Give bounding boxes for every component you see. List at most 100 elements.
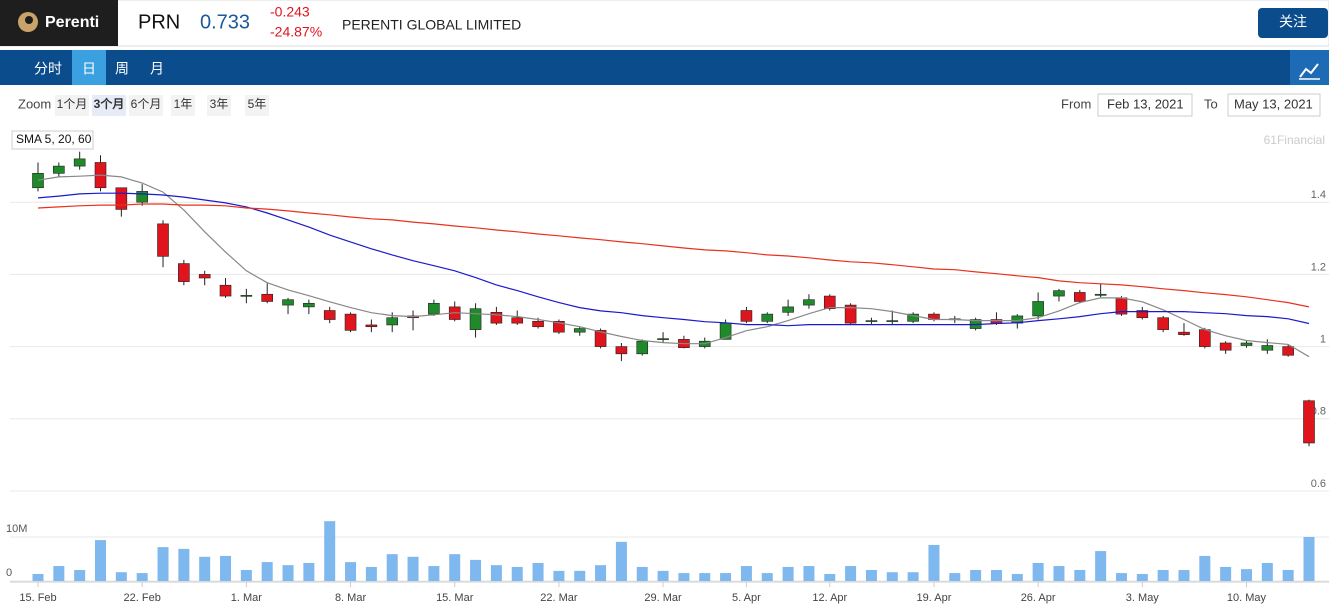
nav-tab[interactable]: 分时 xyxy=(34,61,62,77)
candle-body xyxy=(803,299,815,306)
candle-body xyxy=(1178,331,1190,335)
volume-bar xyxy=(1011,573,1023,581)
volume-bar xyxy=(657,570,669,581)
from-label: From xyxy=(1061,96,1091,111)
candle-body xyxy=(323,310,336,320)
volume-bar xyxy=(261,562,273,581)
from-date[interactable]: Feb 13, 2021 xyxy=(1107,96,1184,111)
candle-body xyxy=(282,299,294,306)
to-label: To xyxy=(1204,96,1218,111)
candle-body xyxy=(1094,293,1107,296)
candle-body xyxy=(865,320,878,322)
zoom-label: Zoom xyxy=(18,96,51,111)
volume-bar xyxy=(886,572,898,581)
x-tick-label: 1. Mar xyxy=(231,592,263,604)
zoom-option[interactable]: 1年 xyxy=(174,97,193,111)
volume-bar xyxy=(136,573,148,581)
candle-body xyxy=(615,346,628,355)
candle-body xyxy=(823,295,836,309)
tab-active-bg[interactable] xyxy=(72,50,106,85)
candle-body xyxy=(553,321,565,333)
candle-body xyxy=(761,313,774,322)
zoom-button[interactable] xyxy=(92,95,126,116)
volume-bar xyxy=(449,554,461,581)
volume-bar xyxy=(178,548,190,581)
company: PERENTI GLOBAL LIMITED xyxy=(342,17,521,33)
chart-icon[interactable] xyxy=(1299,63,1319,78)
nav-tab[interactable]: 日 xyxy=(82,61,96,77)
candle-body xyxy=(782,306,794,313)
zoom-option[interactable]: 1个月 xyxy=(57,97,88,111)
candle-body xyxy=(1074,292,1086,302)
volume-tick-label: 10M xyxy=(6,523,27,535)
volume-bar xyxy=(720,573,732,581)
candle-body xyxy=(1199,329,1211,347)
volume-bar xyxy=(282,565,294,581)
volume-bar xyxy=(678,573,690,581)
change-pct: -24.87% xyxy=(270,24,322,40)
candle-body xyxy=(594,330,607,347)
candle-body xyxy=(844,304,857,324)
zoom-button[interactable] xyxy=(245,95,269,116)
x-tick-label: 12. Apr xyxy=(812,592,847,604)
volume-bar xyxy=(1053,566,1065,581)
candle-body xyxy=(886,320,899,322)
candle-body xyxy=(32,173,44,189)
zoom-option[interactable]: 3个月 xyxy=(94,96,125,111)
logo-icon-hole xyxy=(25,16,33,24)
volume-bar xyxy=(761,573,773,581)
x-tick-label: 10. May xyxy=(1227,592,1267,604)
volume-bar xyxy=(428,566,440,581)
candle-body xyxy=(428,302,440,315)
nav-tab[interactable]: 月 xyxy=(150,61,164,77)
follow-button[interactable] xyxy=(1258,8,1328,38)
volume-bar xyxy=(199,556,211,581)
volume-bar xyxy=(595,565,607,581)
volume-bar xyxy=(1303,537,1315,581)
zoom-button[interactable] xyxy=(207,95,231,116)
volume-bar xyxy=(345,562,357,581)
volume-bar xyxy=(1220,566,1232,581)
volume-bar xyxy=(824,573,836,581)
zoom-option[interactable]: 5年 xyxy=(248,97,267,111)
nav-bar xyxy=(0,50,1329,85)
candle-body xyxy=(740,310,753,322)
zoom-option[interactable]: 3年 xyxy=(210,97,229,111)
zoom-option[interactable]: 6个月 xyxy=(131,97,162,111)
zoom-button[interactable] xyxy=(129,95,163,116)
candle-body xyxy=(73,158,86,167)
volume-bar xyxy=(699,573,711,581)
to-input[interactable] xyxy=(1227,93,1321,117)
x-tick-label: 3. May xyxy=(1126,592,1160,604)
x-tick-label: 22. Feb xyxy=(124,592,161,604)
nav-tab[interactable]: 周 xyxy=(115,61,129,77)
zoom-button[interactable] xyxy=(55,95,89,116)
candle-body xyxy=(907,313,919,322)
legend-box xyxy=(11,130,94,150)
volume-bar xyxy=(574,570,586,581)
candle-body xyxy=(1157,317,1169,330)
x-tick-label: 26. Apr xyxy=(1021,592,1056,604)
sma-line xyxy=(37,203,1310,308)
volume-bar xyxy=(553,570,565,581)
candle-body xyxy=(1032,301,1044,317)
to-date[interactable]: May 13, 2021 xyxy=(1234,96,1313,111)
candle-body xyxy=(198,274,211,279)
volume-bar xyxy=(782,566,794,581)
volume-bar xyxy=(990,570,1002,581)
x-tick-label: 8. Mar xyxy=(335,592,367,604)
volume-bar xyxy=(240,570,252,581)
candle-body xyxy=(490,312,503,324)
volume-bar xyxy=(1178,570,1190,581)
from-input[interactable] xyxy=(1097,93,1193,117)
candle-body xyxy=(240,295,253,297)
zoom-button[interactable] xyxy=(171,95,195,116)
follow-label[interactable]: 关注 xyxy=(1279,14,1307,30)
candle-body xyxy=(511,317,524,324)
candle-body xyxy=(1303,400,1315,444)
volume-bar xyxy=(511,566,523,581)
x-tick-label: 29. Mar xyxy=(644,592,682,604)
volume-bar xyxy=(365,566,377,581)
candle-body xyxy=(1053,290,1065,297)
